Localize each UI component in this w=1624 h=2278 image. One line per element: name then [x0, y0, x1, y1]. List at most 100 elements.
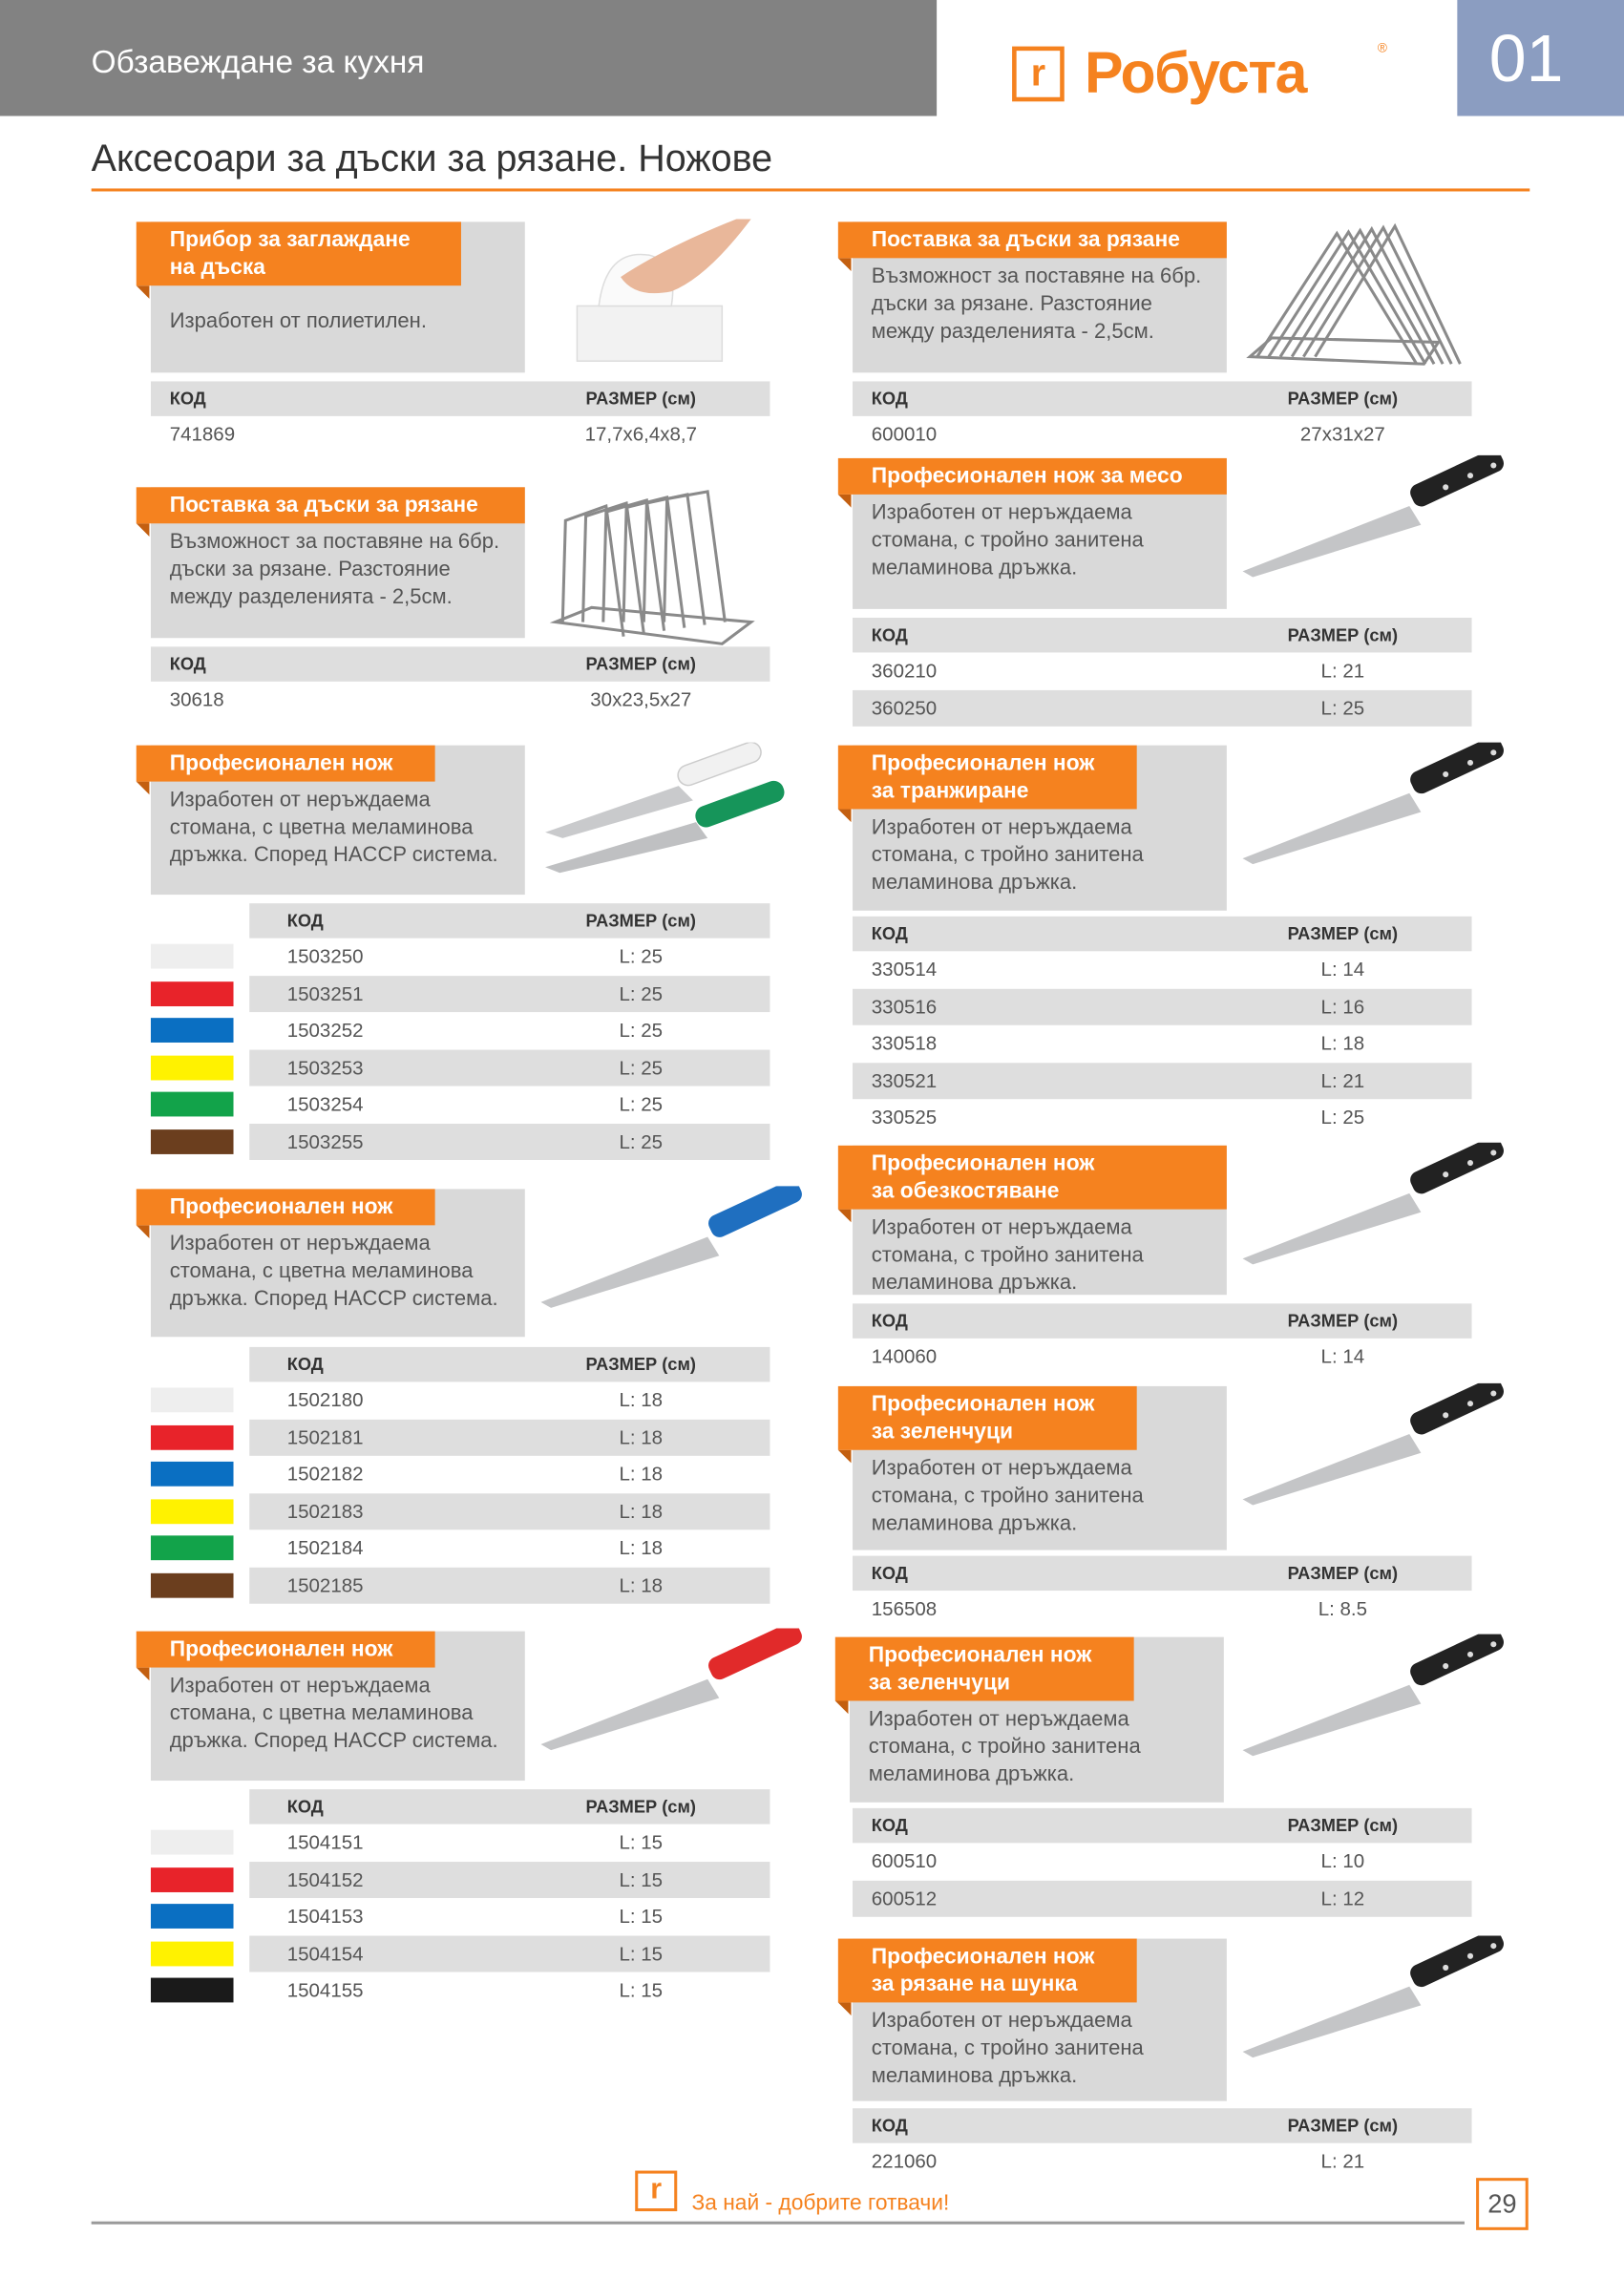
column-header-code: КОД	[871, 1563, 908, 1584]
label-fold	[136, 523, 150, 537]
column-header-code: КОД	[286, 1796, 324, 1817]
title-line: Поставка за дъски за рязане	[871, 227, 1180, 253]
product-image-knife-blue	[534, 1180, 810, 1331]
title-line: Професионален нож	[871, 750, 1095, 776]
description-line: меламинова дръжка.	[868, 1762, 1075, 1787]
table-row: 330518 L: 18	[853, 1025, 1472, 1063]
table-header: КОД РАЗМЕР (см)	[249, 1346, 770, 1382]
product-image-knife-black	[1235, 736, 1511, 888]
product-size: L: 16	[1320, 995, 1365, 1018]
product-size: L: 12	[1320, 1887, 1365, 1909]
footer-divider	[91, 2221, 1465, 2225]
table-row: 330525 L: 25	[853, 1099, 1472, 1136]
product-code: 1502180	[286, 1388, 364, 1411]
column-header-code: КОД	[871, 923, 908, 944]
label-fold	[837, 1449, 852, 1464]
description-line: Изработен от неръждаема	[169, 1232, 431, 1256]
product-size: L: 15	[619, 1979, 664, 2001]
product-code: 600510	[871, 1849, 938, 1872]
description-line: Изработен от неръждаема	[169, 1675, 431, 1698]
description-line: стомана, с цветна меламинова	[169, 816, 474, 840]
description-line: Възможност за поставяне на 6бр.	[169, 530, 500, 555]
column-header-code: КОД	[286, 1354, 324, 1375]
table-row: 1503254 L: 25	[249, 1086, 770, 1124]
color-swatch-white	[150, 943, 234, 969]
table-header: КОД РАЗМЕР (см)	[150, 381, 770, 416]
product-size: L: 25	[619, 1056, 664, 1079]
color-swatch-black	[150, 1977, 234, 2003]
table-row: 221060 L: 21	[853, 2143, 1472, 2181]
chapter-number: 01	[1457, 0, 1624, 116]
product-title: Прибор за заглаждане на дъска	[136, 221, 461, 286]
header-bar	[0, 0, 938, 116]
product-code: 330516	[871, 995, 938, 1018]
table-row: 360250 L: 25	[853, 689, 1472, 727]
table-row: 1504154 L: 15	[249, 1934, 770, 1972]
table-row: 1504152 L: 15	[249, 1861, 770, 1899]
description-line: стомана, с тройно занитена	[871, 2036, 1144, 2061]
product-code: 330514	[871, 958, 938, 981]
product-title: Професионален нож за обезкостяване	[837, 1145, 1227, 1210]
description-line: Изработен от неръждаема	[871, 1216, 1132, 1240]
label-fold	[834, 1700, 849, 1715]
label-fold	[837, 494, 852, 508]
table-header: КОД РАЗМЕР (см)	[150, 646, 770, 682]
table-row: 1503253 L: 25	[249, 1048, 770, 1086]
column-header-code: КОД	[871, 624, 908, 645]
description-line: стомана, с цветна меламинова	[169, 1702, 474, 1726]
table-header: КОД РАЗМЕР (см)	[853, 381, 1472, 416]
product-image-board-rack-upright	[534, 484, 794, 658]
product-size: 17,7x6,4x8,7	[584, 423, 697, 446]
product-image-knife-black	[1235, 1628, 1511, 1780]
table-header: КОД РАЗМЕР (см)	[853, 617, 1472, 653]
title-line: Професионален нож	[169, 1636, 393, 1662]
product-code: 330521	[871, 1069, 938, 1091]
product-code: 1502184	[286, 1536, 364, 1559]
product-code: 1502181	[286, 1425, 364, 1448]
color-swatch-yellow	[150, 1498, 234, 1524]
product-size: L: 18	[619, 1388, 664, 1411]
product-size: L: 15	[619, 1867, 664, 1890]
description-line: Изработен от неръждаема	[871, 2009, 1132, 2034]
label-fold	[837, 809, 852, 823]
table-header: КОД РАЗМЕР (см)	[249, 1789, 770, 1825]
product-title: Професионален нож	[136, 745, 435, 782]
description-line: стомана, с тройно занитена	[871, 1244, 1144, 1268]
color-swatch-red	[150, 981, 234, 1006]
product-image-knife-black	[1235, 1377, 1511, 1529]
section-title: Обзавеждане за кухня	[91, 43, 425, 80]
column-header-size: РАЗМЕР (см)	[1287, 1563, 1399, 1584]
product-size: 30x23,5x27	[590, 688, 692, 711]
product-size: L: 25	[1320, 696, 1365, 719]
page-number: 29	[1476, 2178, 1529, 2230]
description-line: меламинова дръжка.	[871, 1271, 1078, 1296]
description-line: дъски за рязане. Разстояние	[169, 558, 451, 582]
table-header: КОД РАЗМЕР (см)	[853, 1807, 1472, 1844]
table-row: 30618 30x23,5x27	[151, 682, 770, 719]
product-title: Професионален нож за зеленчуци	[837, 1385, 1137, 1450]
column-header-size: РАЗМЕР (см)	[585, 1796, 696, 1817]
product-size: L: 15	[619, 1942, 664, 1965]
product-code: 1503251	[286, 981, 364, 1004]
product-code: 140060	[871, 1345, 938, 1368]
table-row: 1502180 L: 18	[249, 1382, 770, 1419]
description-line: меламинова дръжка.	[871, 2064, 1078, 2088]
description-line: Възможност за поставяне на 6бр.	[871, 264, 1202, 289]
table-header: КОД РАЗМЕР (см)	[853, 2108, 1472, 2143]
product-image-board-rack-a-frame	[1235, 219, 1496, 392]
product-size: L: 18	[619, 1425, 664, 1448]
product-size: L: 25	[619, 981, 664, 1004]
product-code: 1504154	[286, 1942, 364, 1965]
table-header: КОД РАЗМЕР (см)	[249, 903, 770, 939]
color-swatch-yellow	[150, 1940, 234, 1966]
table-row: 1504155 L: 15	[249, 1972, 770, 2010]
column-header-size: РАЗМЕР (см)	[1287, 389, 1399, 410]
description-line: Изработен от полиетилен.	[169, 310, 427, 334]
color-swatch-red	[150, 1424, 234, 1449]
description-line: меламинова дръжка.	[871, 871, 1078, 896]
product-code: 1503252	[286, 1019, 364, 1042]
title-line: на дъска	[169, 255, 265, 281]
registered-icon: ®	[1377, 40, 1387, 55]
color-swatch-green	[150, 1535, 234, 1561]
product-image-knife-red	[534, 1622, 810, 1774]
